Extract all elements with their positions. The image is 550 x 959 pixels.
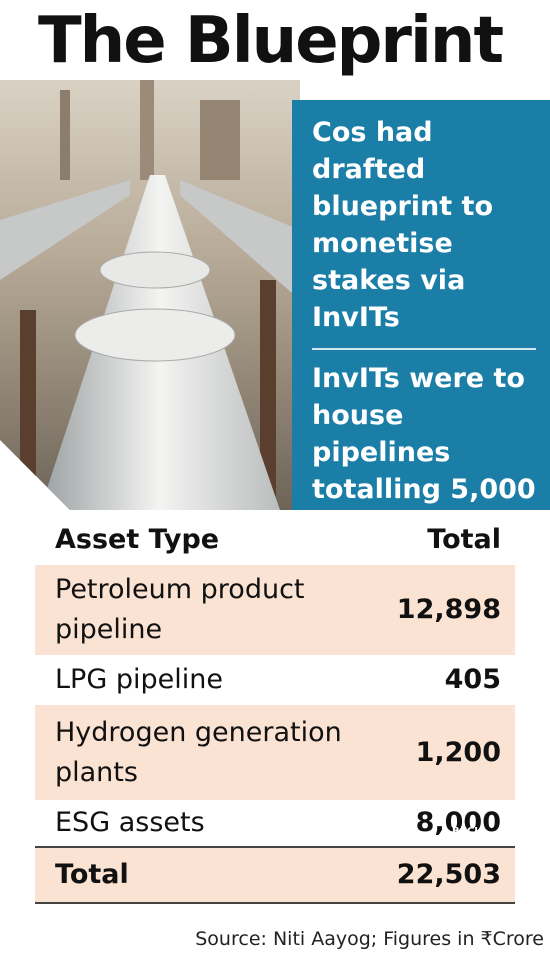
cell: 8,000 (415, 807, 501, 838)
cell: Petroleum product pipeline (35, 565, 377, 655)
cell: 1,200 (376, 705, 515, 800)
cell: 405 (444, 664, 501, 695)
callout-point: Cos had drafted blueprint to monetise st… (312, 117, 493, 333)
callout: Cos had drafted blueprint to monetise st… (292, 100, 550, 542)
cell: Total (35, 846, 377, 904)
header-cell: Total (427, 524, 501, 555)
table-row: ESG assets 8,000 (35, 800, 515, 847)
table-row: Petroleum product pipeline 12,898 (35, 565, 515, 655)
cell: 22,503 (376, 846, 515, 904)
table-row: LPG pipeline 405 (35, 655, 515, 705)
header-cell: Asset Type (55, 524, 220, 555)
pipeline-photo (0, 80, 300, 510)
total-row: Total 22,503 (35, 846, 515, 904)
separator (312, 348, 536, 350)
cell: ESG assets (55, 807, 205, 838)
table-row: Hydrogen generation plants 1,200 (35, 705, 515, 800)
source: Source: Niti Aayog; Figures in ₹Crore (195, 928, 544, 950)
cell: 12,898 (376, 565, 515, 655)
table-header: Asset Type Total (35, 515, 515, 565)
asset-table: Asset Type Total Petroleum product pipeli… (35, 515, 515, 904)
cell: Hydrogen generation plants (35, 705, 377, 800)
title: The Blueprint (38, 4, 504, 78)
watermark: BCCL (452, 826, 481, 837)
callout-point: InvITs were to house pipelines totalling… (312, 363, 536, 542)
cell: LPG pipeline (55, 664, 223, 695)
